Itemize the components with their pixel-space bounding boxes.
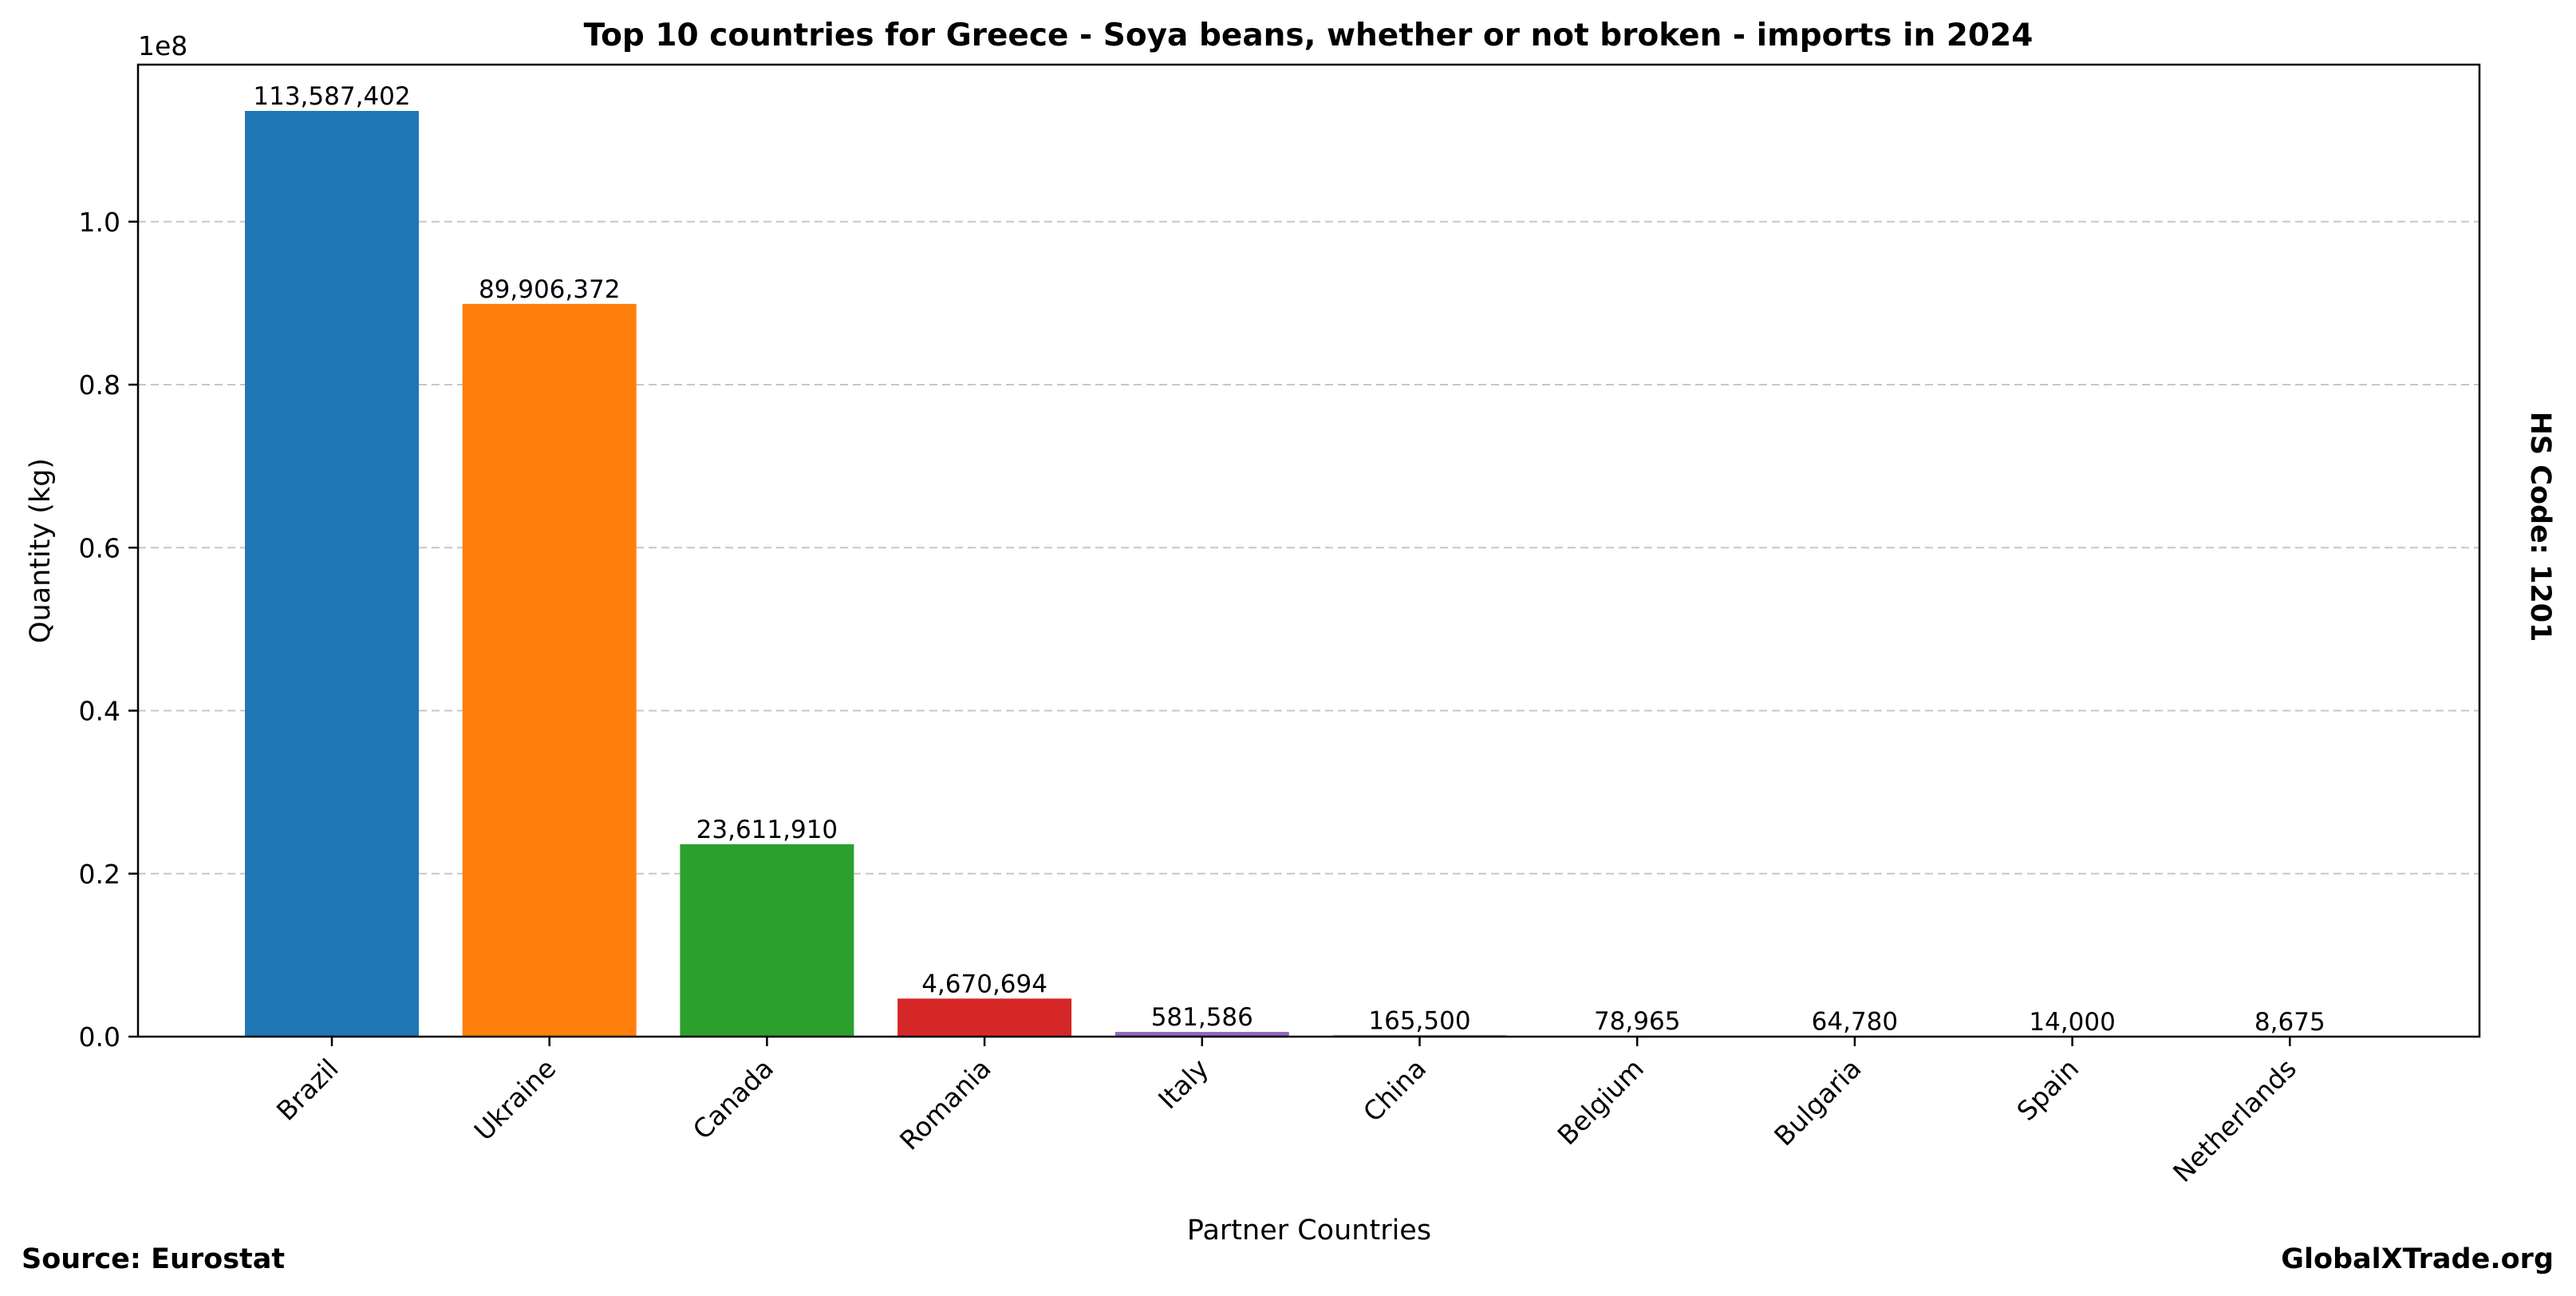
x-tick-label: Spain xyxy=(2010,1053,2085,1127)
y-tick-label: 0.6 xyxy=(79,532,120,563)
y-tick-label: 0.0 xyxy=(79,1021,120,1053)
value-label: 23,611,910 xyxy=(696,816,838,844)
value-label: 165,500 xyxy=(1368,1006,1470,1035)
value-label: 78,965 xyxy=(1594,1007,1680,1036)
bar-canada xyxy=(680,844,854,1037)
value-label: 8,675 xyxy=(2254,1008,2326,1037)
bar-brazil xyxy=(245,111,419,1037)
x-tick-label: Netherlands xyxy=(2167,1053,2302,1188)
x-tick-label: Canada xyxy=(687,1053,779,1145)
x-tick-label: Brazil xyxy=(270,1053,345,1127)
y-tick-label: 0.8 xyxy=(79,369,120,401)
y-tick-label: 0.2 xyxy=(79,859,120,890)
chart-title: Top 10 countries for Greece - Soya beans… xyxy=(584,18,2034,53)
value-labels: 113,587,402 89,906,372 23,611,910 4,670,694… xyxy=(253,82,2325,1037)
y-axis-ticks: 0.0 0.2 0.4 0.6 0.8 1.0 xyxy=(79,207,138,1053)
y-tick-label: 0.4 xyxy=(79,696,120,727)
x-axis-label: Partner Countries xyxy=(1187,1215,1431,1247)
bar-romania xyxy=(897,998,1072,1037)
x-axis-ticks: Brazil Ukraine Canada Romania Italy China Belg… xyxy=(270,1037,2302,1188)
x-tick-label: Bulgaria xyxy=(1768,1053,1867,1152)
plot-frame xyxy=(136,63,2481,1038)
x-tick-label: Ukraine xyxy=(468,1053,562,1147)
brand-label: GlobalXTrade.org xyxy=(2281,1243,2554,1275)
value-label: 14,000 xyxy=(2029,1008,2115,1037)
bar-ukraine xyxy=(462,303,637,1037)
value-label: 581,586 xyxy=(1151,1003,1253,1032)
y-tick-label: 1.0 xyxy=(79,207,120,238)
value-label: 64,780 xyxy=(1812,1007,1898,1036)
bar-italy xyxy=(1114,1032,1289,1037)
source-label: Source: Eurostat xyxy=(22,1243,285,1275)
x-tick-label: China xyxy=(1357,1053,1432,1128)
value-label: 89,906,372 xyxy=(479,275,621,304)
x-tick-label: Belgium xyxy=(1552,1053,1650,1151)
value-label: 4,670,694 xyxy=(921,970,1047,998)
x-tick-label: Italy xyxy=(1152,1053,1214,1115)
x-tick-label: Romania xyxy=(894,1053,997,1156)
bars xyxy=(245,111,2377,1037)
y-axis-label: Quantity (kg) xyxy=(25,458,57,643)
y-offset-label: 1e8 xyxy=(138,30,187,61)
value-label: 113,587,402 xyxy=(253,82,410,111)
hs-code-label: HS Code: 1201 xyxy=(2524,412,2556,642)
